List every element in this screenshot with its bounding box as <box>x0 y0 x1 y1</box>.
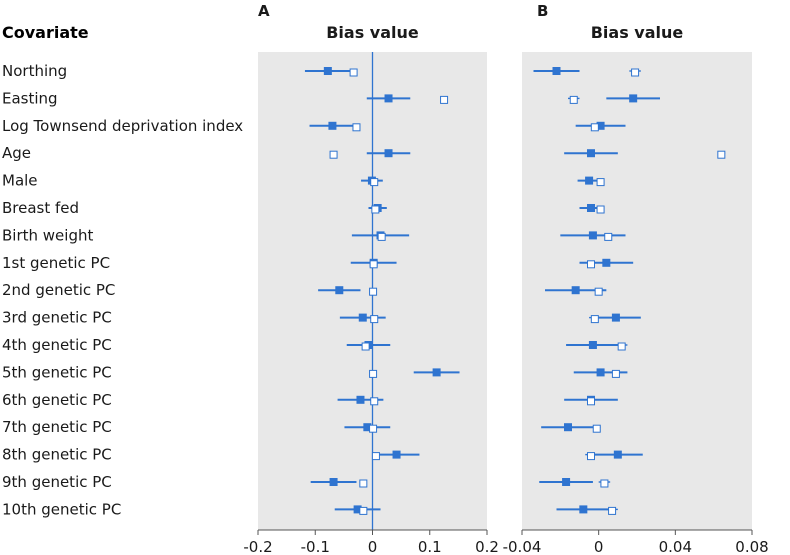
estimate-filled-3rd-genetic-pc <box>358 313 367 322</box>
covariate-label-age: Age <box>2 144 31 162</box>
estimate-filled-northing <box>323 67 332 75</box>
estimate-open-8th-genetic-pc <box>371 452 380 461</box>
estimate-filled-1st-genetic-pc <box>602 258 611 267</box>
estimate-filled-2nd-genetic-pc <box>335 286 344 295</box>
estimate-open-6th-genetic-pc <box>370 397 379 406</box>
estimate-open-1st-genetic-pc <box>587 260 595 269</box>
panel-letter: B <box>537 2 548 20</box>
covariate-labels: Northing Easting Log Townsend deprivation … <box>2 62 243 518</box>
covariate-label-easting: Easting <box>2 89 58 107</box>
estimate-open-10th-genetic-pc <box>359 506 368 515</box>
estimate-open-2nd-genetic-pc <box>594 287 603 296</box>
estimate-open-breast-fed <box>371 205 380 214</box>
estimate-filled-age <box>384 149 393 158</box>
covariate-label-birth-weight: Birth weight <box>2 226 93 244</box>
panel-title: Bias value <box>326 23 419 42</box>
covariate-label-10th-genetic-pc: 10th genetic PC <box>2 500 121 518</box>
estimate-open-4th-genetic-pc <box>361 342 370 351</box>
estimate-open-8th-genetic-pc <box>587 452 595 461</box>
covariate-label-1st-genetic-pc: 1st genetic PC <box>2 254 110 272</box>
estimate-filled-breast-fed <box>587 204 595 212</box>
covariate-label-male: Male <box>2 172 38 190</box>
estimate-open-3rd-genetic-pc <box>370 315 379 324</box>
estimate-open-easting <box>440 95 449 104</box>
estimate-filled-northing <box>552 67 561 75</box>
estimate-open-1st-genetic-pc <box>369 260 378 269</box>
estimate-open-9th-genetic-pc <box>600 479 609 488</box>
estimate-open-10th-genetic-pc <box>608 506 617 515</box>
covariate-label-log-townsend-deprivation-index: Log Townsend deprivation index <box>2 117 243 135</box>
covariate-label-6th-genetic-pc: 6th genetic PC <box>2 391 112 409</box>
x-tick-label: -0.1 <box>301 538 330 555</box>
estimate-open-easting <box>569 95 578 104</box>
estimate-filled-10th-genetic-pc <box>353 505 362 514</box>
estimate-open-log-townsend-deprivation-index <box>352 123 361 132</box>
estimate-filled-birth-weight <box>588 231 597 240</box>
estimate-open-9th-genetic-pc <box>359 479 368 488</box>
estimate-filled-3rd-genetic-pc <box>611 313 620 322</box>
estimate-filled-male <box>585 176 594 185</box>
covariate-label-2nd-genetic-pc: 2nd genetic PC <box>2 281 115 299</box>
estimate-filled-5th-genetic-pc <box>432 368 441 377</box>
covariate-label-8th-genetic-pc: 8th genetic PC <box>2 446 112 464</box>
estimate-open-birth-weight <box>377 232 386 241</box>
x-tick-label: 0.08 <box>735 538 768 555</box>
panel-title: Bias value <box>591 23 684 42</box>
estimate-filled-2nd-genetic-pc <box>571 286 580 295</box>
estimate-filled-easting <box>629 94 638 103</box>
estimate-filled-10th-genetic-pc <box>579 505 588 514</box>
estimate-open-northing <box>631 68 640 77</box>
x-tick-label: 0.04 <box>659 538 692 555</box>
estimate-open-4th-genetic-pc <box>617 342 626 351</box>
covariate-label-5th-genetic-pc: 5th genetic PC <box>2 363 112 381</box>
estimate-open-age <box>717 150 726 159</box>
covariate-label-breast-fed: Breast fed <box>2 199 79 217</box>
estimate-filled-9th-genetic-pc <box>329 478 338 486</box>
x-tick-label: 0.2 <box>475 538 499 555</box>
panel-letter: A <box>258 2 270 20</box>
panel-b: B Bias value -0.04 0 0.04 0.08 <box>503 2 769 555</box>
estimate-open-3rd-genetic-pc <box>590 315 599 324</box>
covariate-label-7th-genetic-pc: 7th genetic PC <box>2 418 112 436</box>
estimate-open-male <box>596 178 605 187</box>
x-tick-label: -0.2 <box>243 538 272 555</box>
estimate-open-6th-genetic-pc <box>587 397 595 406</box>
estimate-filled-age <box>587 149 595 158</box>
covariate-label-4th-genetic-pc: 4th genetic PC <box>2 336 112 354</box>
x-tick-label: 0 <box>368 538 378 555</box>
estimate-filled-8th-genetic-pc <box>613 450 622 459</box>
estimate-open-breast-fed <box>596 205 605 214</box>
covariate-label-northing: Northing <box>2 62 67 80</box>
estimate-open-age <box>329 150 338 159</box>
estimate-open-birth-weight <box>604 232 613 241</box>
estimate-filled-7th-genetic-pc <box>363 423 372 432</box>
estimate-filled-log-townsend-deprivation-index <box>328 121 337 130</box>
covariate-header: Covariate <box>2 23 89 42</box>
estimate-open-male <box>370 178 379 187</box>
estimate-filled-9th-genetic-pc <box>562 478 571 486</box>
x-tick-label: 0 <box>594 538 604 555</box>
x-tick-label: 0.1 <box>418 538 442 555</box>
panel-a: A Bias value -0.2 -0.1 0 0.1 0.2 <box>243 2 499 555</box>
estimate-open-northing <box>349 68 358 77</box>
covariate-label-9th-genetic-pc: 9th genetic PC <box>2 473 112 491</box>
estimate-open-5th-genetic-pc <box>369 369 378 378</box>
estimate-filled-8th-genetic-pc <box>392 450 401 459</box>
estimate-open-7th-genetic-pc <box>592 424 601 433</box>
estimate-open-7th-genetic-pc <box>369 424 378 433</box>
estimate-filled-7th-genetic-pc <box>564 423 572 432</box>
covariate-label-3rd-genetic-pc: 3rd genetic PC <box>2 309 112 327</box>
estimate-open-2nd-genetic-pc <box>369 287 378 296</box>
estimate-filled-4th-genetic-pc <box>588 341 597 349</box>
estimate-filled-5th-genetic-pc <box>596 368 605 377</box>
estimate-open-log-townsend-deprivation-index <box>590 123 599 132</box>
x-tick-label: -0.04 <box>503 538 542 555</box>
estimate-filled-6th-genetic-pc <box>356 395 365 404</box>
estimate-open-5th-genetic-pc <box>611 369 620 378</box>
estimate-filled-easting <box>384 94 393 103</box>
